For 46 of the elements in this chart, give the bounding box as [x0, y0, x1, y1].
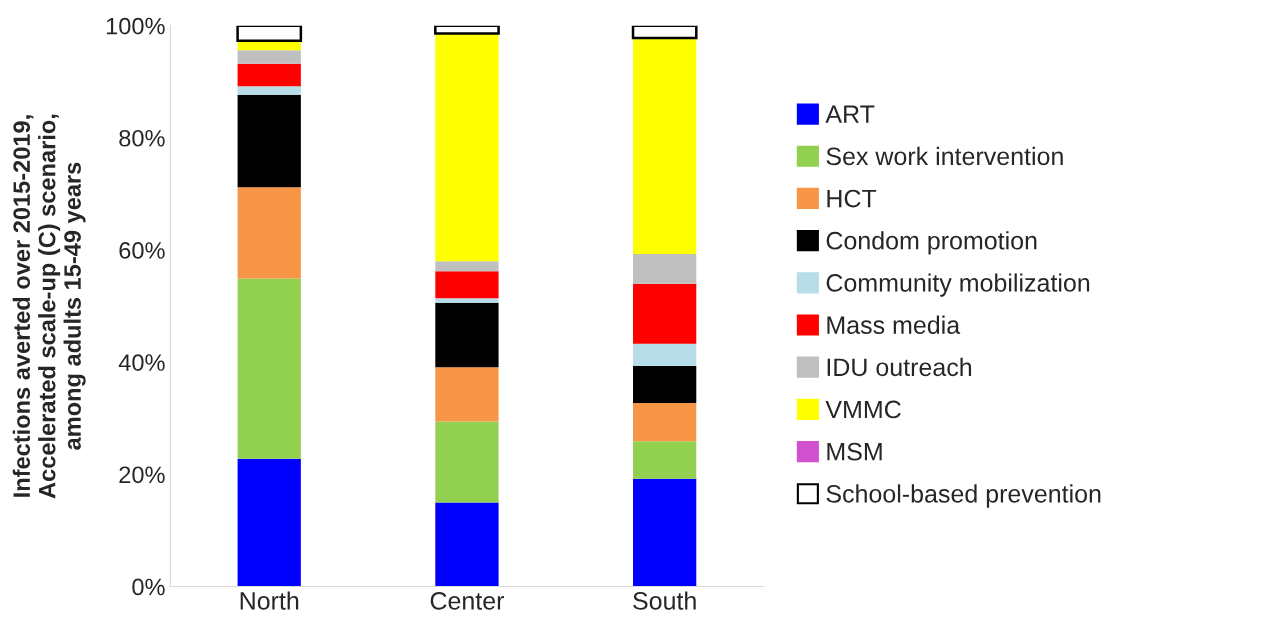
legend-label: MSM [827, 442, 882, 461]
legend-label: Community mobilization [826, 273, 1090, 297]
legend-label: ART [825, 105, 875, 123]
y-tick-label: 100% [106, 17, 165, 35]
bar [435, 298, 499, 303]
y-tick-label: 0% [132, 578, 165, 596]
y-tick-label: 20% [119, 466, 165, 484]
bar [435, 261, 499, 272]
bar [633, 343, 697, 367]
x-tick-label: North [240, 591, 299, 610]
bar [633, 253, 697, 284]
bar [237, 50, 301, 64]
bar [631, 25, 698, 40]
y-tick-label: 40% [118, 354, 165, 371]
bar [236, 25, 303, 43]
bar [435, 502, 499, 587]
bar [633, 37, 697, 254]
bar [434, 25, 500, 35]
bar [237, 94, 301, 188]
y-tick-label: 80% [119, 129, 165, 147]
bar [633, 478, 697, 587]
legend-label: School-based prevention [826, 484, 1101, 508]
bar [633, 366, 697, 404]
bar [237, 86, 301, 95]
bar [237, 63, 301, 87]
bar [435, 367, 499, 422]
legend-label: IDU outreach [827, 357, 972, 377]
bar [633, 283, 697, 344]
y-axis-title: Infections averted over 2015-2019, Accelerated scale-up (C) scenario, among adults 15-49 years [12, 114, 86, 499]
bar [435, 421, 499, 503]
bar [435, 271, 499, 299]
bar [237, 458, 301, 587]
x-tick-label: South [633, 591, 696, 610]
y-tick-label: 60% [119, 242, 165, 259]
bar [237, 187, 301, 279]
legend-label: VMMC [825, 400, 901, 419]
bar [633, 403, 697, 442]
x-tick-label: Center [430, 592, 505, 610]
legend-label: Mass media [827, 315, 961, 334]
legend-label: Sex work intervention [826, 146, 1063, 166]
bar [633, 441, 697, 479]
legend-label: HCT [827, 189, 877, 208]
legend-label: Condom promotion [826, 231, 1037, 255]
bar [435, 302, 499, 368]
bar [237, 278, 301, 459]
bar [435, 33, 499, 262]
